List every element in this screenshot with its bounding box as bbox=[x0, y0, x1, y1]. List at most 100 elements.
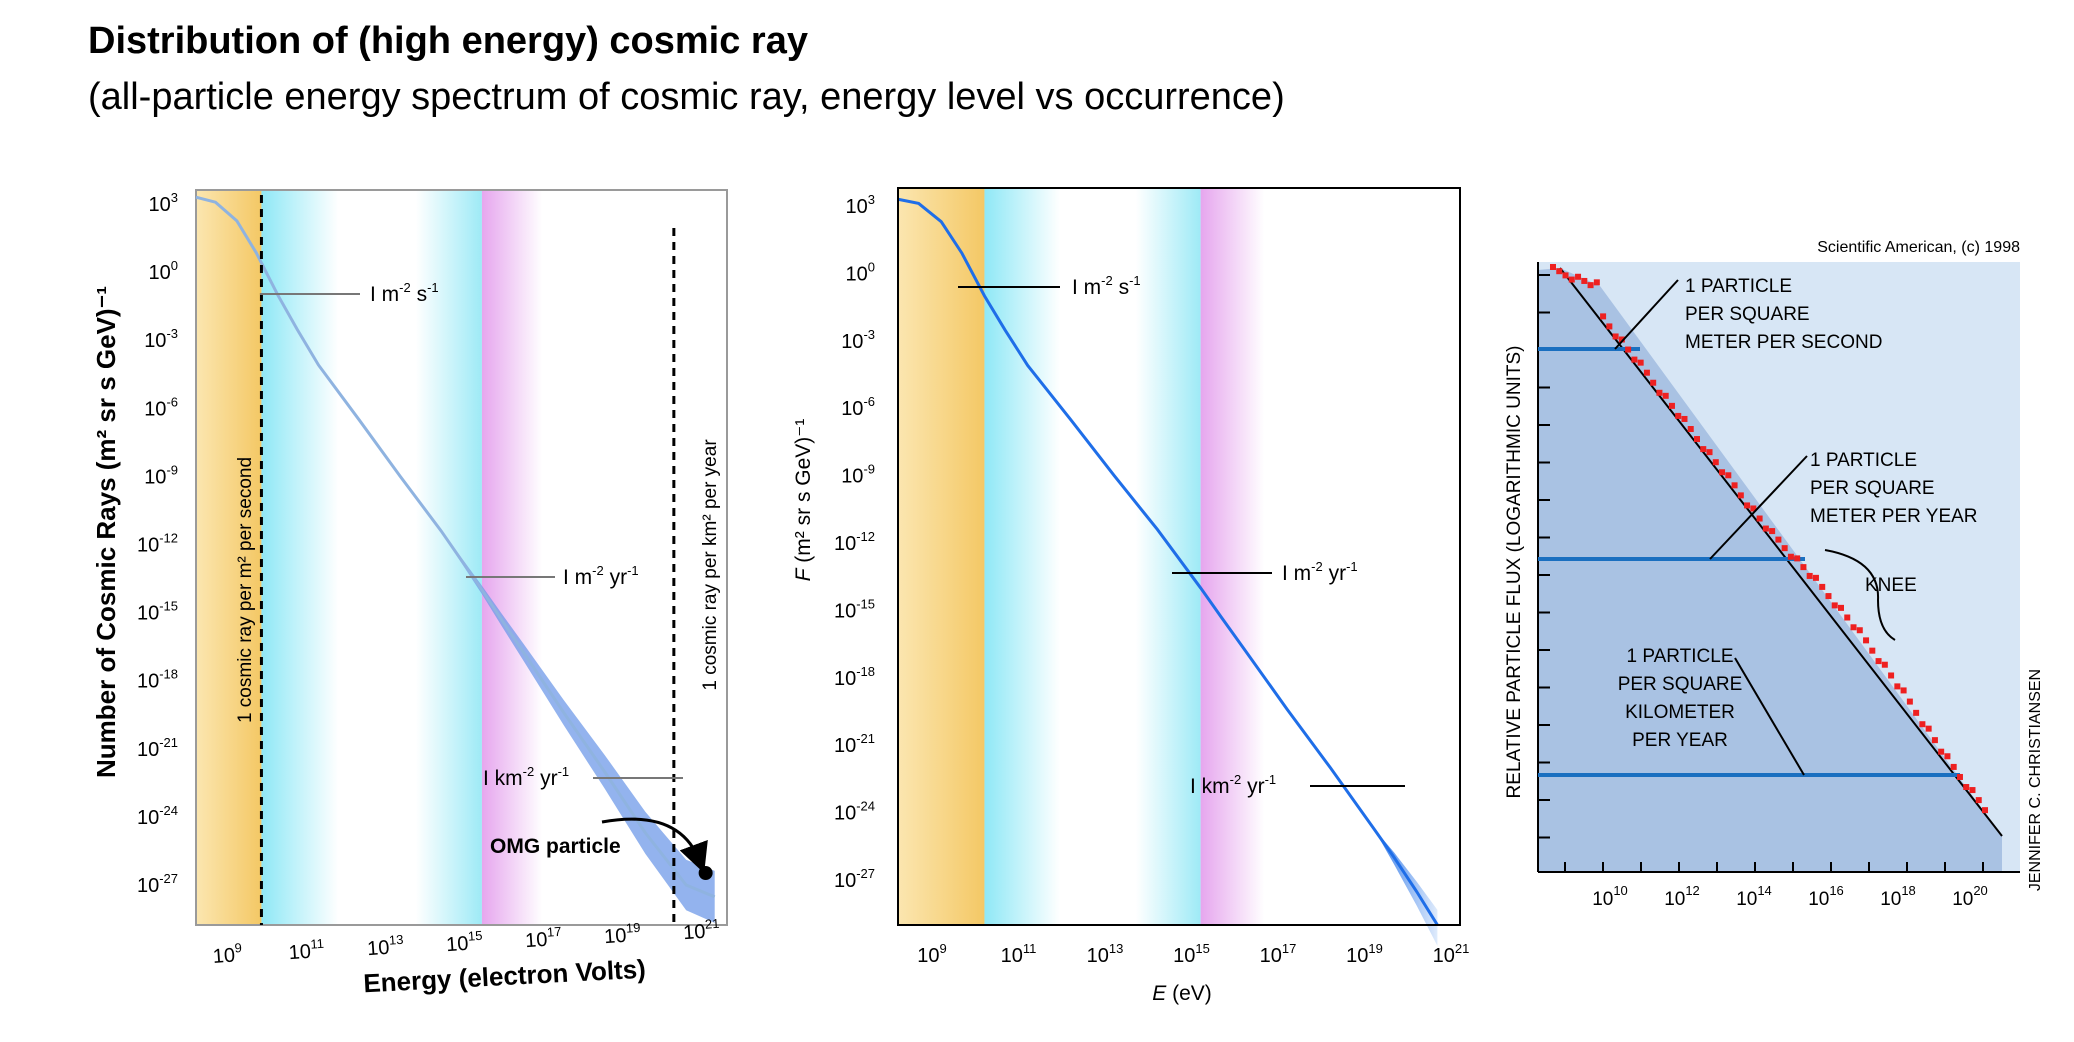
omg-label: OMG particle bbox=[490, 835, 621, 858]
y-tick-middle-10: 10-27 bbox=[834, 866, 875, 892]
sa-annotation-1: 1 PARTICLE PER SQUARE METER PER YEAR bbox=[1810, 450, 1978, 527]
data-point bbox=[1600, 313, 1607, 320]
data-point bbox=[1706, 449, 1713, 456]
y-tick-middle-3: 10-6 bbox=[841, 394, 875, 420]
data-point bbox=[1668, 402, 1675, 409]
data-point bbox=[1618, 336, 1625, 343]
middle-chart: I m-2 s-1 I m-2 yr-1 I km-2 yr-1 103 100 10-3… bbox=[792, 187, 1470, 1005]
data-point bbox=[1838, 604, 1844, 611]
y-tick-left-7: 10-18 bbox=[137, 667, 178, 693]
data-point bbox=[1643, 369, 1650, 376]
x-axis-title-left: Energy (electron Volts) bbox=[363, 954, 647, 999]
annotation-left-1: I m-2 yr-1 bbox=[563, 563, 639, 589]
data-point bbox=[1938, 748, 1945, 755]
data-point bbox=[1769, 528, 1776, 535]
band-yellow-left bbox=[196, 190, 262, 925]
data-point bbox=[1625, 346, 1632, 353]
annotation-left-2: I km-2 yr-1 bbox=[483, 764, 569, 790]
y-tick-middle-5: 10-12 bbox=[834, 529, 875, 555]
band-pink-middle bbox=[1200, 188, 1265, 925]
y-axis-title-middle: F (m² sr s GeV)⁻¹ bbox=[792, 419, 815, 582]
x-axis-title-middle: E (eV) bbox=[1152, 982, 1212, 1005]
data-point bbox=[1700, 446, 1707, 453]
data-point bbox=[1875, 658, 1882, 665]
y-tick-left-9: 10-24 bbox=[137, 803, 178, 829]
y-tick-left-4: 10-9 bbox=[144, 462, 178, 488]
sa-knee-bracket bbox=[1824, 549, 1896, 641]
sa-data-points bbox=[1550, 264, 1988, 814]
band-pink-left bbox=[481, 190, 543, 925]
sa-annotation-pointer-1 bbox=[1709, 455, 1808, 560]
y-tick-middle-7: 10-18 bbox=[834, 664, 875, 690]
sa-x-tick-5: 1020 bbox=[1952, 883, 1988, 910]
data-point bbox=[1587, 282, 1594, 289]
sa-annotation-0: 1 PARTICLE PER SQUARE METER PER SECOND bbox=[1685, 276, 1882, 353]
y-tick-middle-2: 10-3 bbox=[841, 327, 875, 353]
data-point bbox=[1775, 536, 1782, 543]
sa-annotation-pointer-3 bbox=[1734, 657, 1805, 776]
data-point bbox=[1894, 683, 1901, 690]
data-point bbox=[1944, 753, 1951, 760]
x-tick-left-3: 1015 bbox=[445, 928, 483, 956]
data-point bbox=[1831, 602, 1838, 609]
sa-x-tick-1: 1012 bbox=[1664, 883, 1700, 910]
omg-point bbox=[698, 866, 713, 880]
data-point bbox=[1762, 525, 1769, 532]
sa-credit-top: Scientific American, (c) 1998 bbox=[1817, 239, 2020, 256]
data-point bbox=[1656, 389, 1663, 396]
data-point bbox=[1856, 627, 1863, 634]
data-point bbox=[1612, 333, 1619, 340]
data-point bbox=[1806, 572, 1813, 579]
data-point bbox=[1863, 637, 1870, 644]
data-point bbox=[1675, 412, 1682, 419]
data-point bbox=[1925, 725, 1932, 732]
data-point bbox=[1606, 323, 1613, 330]
sa-x-tick-4: 1018 bbox=[1880, 883, 1916, 910]
annotation-left-0: I m-2 s-1 bbox=[370, 280, 439, 306]
data-point bbox=[1800, 564, 1807, 571]
sa-annotation-pointer-0 bbox=[1614, 279, 1679, 350]
data-point bbox=[1956, 773, 1963, 780]
data-point bbox=[1888, 672, 1895, 679]
page-subtitle: (all-particle energy spectrum of cosmic … bbox=[88, 76, 1285, 118]
data-point bbox=[1575, 273, 1582, 280]
data-point bbox=[1869, 647, 1876, 654]
data-point bbox=[1744, 502, 1751, 509]
data-point bbox=[1556, 268, 1563, 275]
y-tick-left-5: 10-12 bbox=[137, 531, 178, 557]
data-point bbox=[1787, 553, 1794, 560]
data-point bbox=[1568, 276, 1575, 283]
omg-arrow bbox=[601, 817, 708, 874]
data-point bbox=[1819, 583, 1826, 590]
data-point bbox=[1593, 279, 1600, 286]
y-tick-middle-8: 10-21 bbox=[834, 731, 875, 757]
y-tick-left-1: 100 bbox=[149, 258, 178, 284]
data-point bbox=[1725, 472, 1732, 479]
x-tick-left-1: 1011 bbox=[288, 936, 325, 964]
y-tick-middle-6: 10-15 bbox=[834, 596, 875, 622]
sa-y-axis-title: RELATIVE PARTICLE FLUX (LOGARITHMIC UNIT… bbox=[1504, 346, 1525, 799]
left-chart: 1 cosmic ray per m² per second 1 cosmic r… bbox=[91, 189, 728, 999]
x-tick-left-5: 1019 bbox=[603, 920, 641, 948]
vline-label-1: 1 cosmic ray per km² per year bbox=[700, 439, 721, 691]
vline-label-0: 1 cosmic ray per m² per second bbox=[235, 457, 256, 723]
data-point bbox=[1756, 515, 1763, 522]
data-point bbox=[1562, 272, 1569, 279]
data-point bbox=[1812, 574, 1819, 581]
data-point bbox=[1731, 482, 1738, 489]
x-tick-middle-6: 1021 bbox=[1433, 941, 1470, 967]
x-tick-middle-2: 1013 bbox=[1087, 941, 1124, 967]
x-tick-left-0: 109 bbox=[212, 940, 243, 968]
y-tick-middle-1: 100 bbox=[846, 259, 875, 285]
x-tick-middle-0: 109 bbox=[917, 941, 946, 967]
x-tick-middle-1: 1011 bbox=[1001, 941, 1037, 967]
y-tick-left-0: 103 bbox=[149, 190, 178, 216]
data-point bbox=[1631, 356, 1638, 363]
data-point bbox=[1931, 737, 1938, 744]
x-tick-left-2: 1013 bbox=[366, 932, 404, 960]
data-point bbox=[1719, 469, 1726, 476]
sa-x-tick-2: 1014 bbox=[1736, 883, 1772, 910]
data-point bbox=[1975, 797, 1982, 804]
data-point bbox=[1900, 687, 1907, 694]
